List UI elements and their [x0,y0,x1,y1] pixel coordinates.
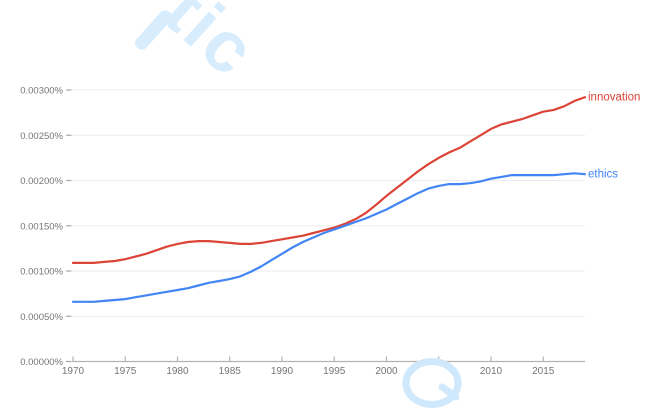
y-tick-label: 0.00050% [20,312,63,323]
x-tick-label: 1975 [114,366,137,377]
x-tick-label: 1980 [166,366,189,377]
y-tick-label: 0.00250% [20,131,63,142]
y-tick-label: 0.00000% [20,357,63,368]
x-tick-label: 1985 [219,366,242,377]
series-label-ethics[interactable]: ethics [588,169,618,181]
watermark-q-tail [438,383,460,401]
x-tick-label: 2000 [375,366,398,377]
watermark-q-letter [402,358,462,408]
y-tick-label: 0.00300% [20,86,63,97]
series-label-innovation[interactable]: innovation [588,92,640,104]
x-tick-label: 1995 [323,366,346,377]
y-tick-label: 0.00200% [20,176,63,187]
x-tick-label: 2010 [480,366,503,377]
y-tick-label: 0.00100% [20,267,63,278]
series-line-ethics[interactable] [71,172,587,303]
y-tick-label: 0.00150% [20,221,63,232]
x-tick-label: 1990 [271,366,294,377]
x-tick-label: 1970 [62,366,85,377]
x-tick-label: 2015 [532,366,555,377]
series-line-innovation[interactable] [71,96,587,264]
